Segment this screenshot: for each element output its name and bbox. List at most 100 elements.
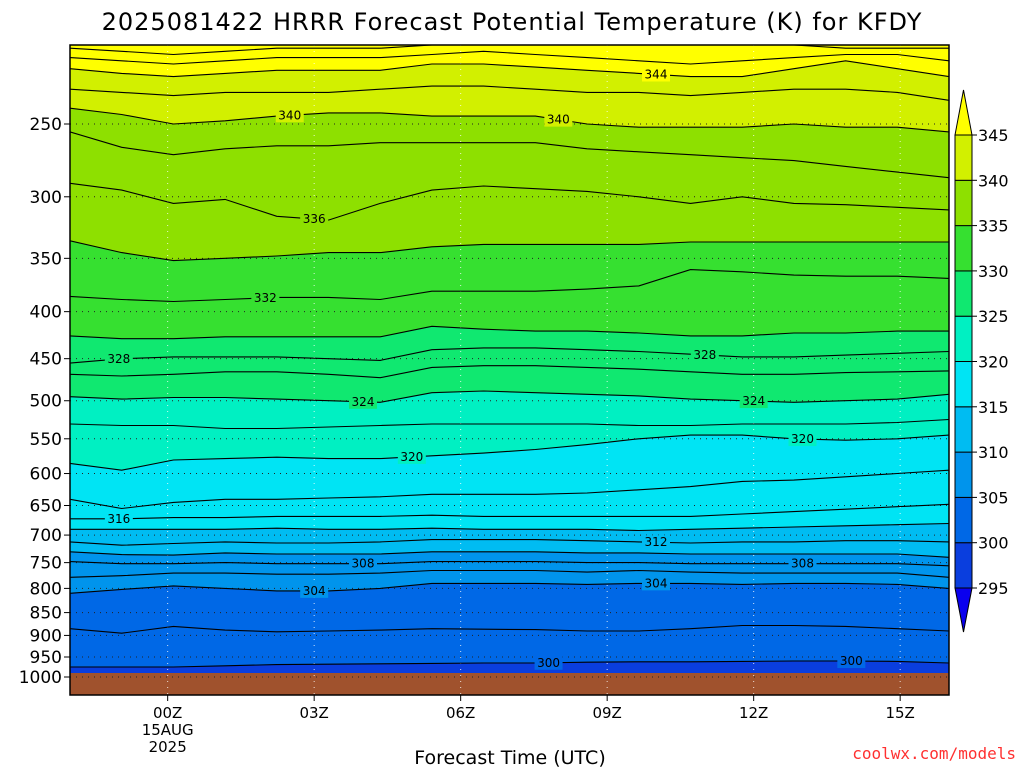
colorbar-label: 320	[978, 353, 1009, 372]
contour-322	[70, 418, 949, 430]
contour-346	[70, 50, 949, 65]
ground-fill	[70, 673, 949, 695]
y-tick-label: 1000	[19, 668, 62, 688]
x-axis-label: Forecast Time (UTC)	[414, 747, 605, 768]
colorbar-segment-310	[954, 406, 973, 453]
y-tick-label: 950	[30, 648, 62, 668]
colorbar-segment-305	[954, 451, 973, 498]
contour-label: 312	[645, 535, 668, 549]
contour-318	[70, 469, 949, 510]
contour-label-bg	[104, 511, 133, 526]
contour-label: 320	[400, 450, 423, 464]
colorbar-label: 345	[978, 126, 1009, 145]
contour-label-bg	[104, 351, 133, 366]
x-tick-label: 06Z	[446, 704, 475, 722]
y-tick-label: 700	[30, 526, 62, 546]
y-tick-label: 450	[30, 350, 62, 370]
colorbar-label: 300	[978, 534, 1009, 553]
contour-label-bg	[642, 535, 670, 550]
colorbar-label: 295	[978, 579, 1009, 598]
contour-label-bg	[300, 583, 329, 598]
contour-342	[70, 85, 949, 101]
colorbar-segment-320	[954, 315, 973, 363]
chart-title: 2025081422 HRRR Forecast Potential Tempe…	[102, 8, 923, 36]
y-tick-label: 800	[30, 579, 62, 599]
colorbar-segment-300	[954, 496, 973, 544]
contour-304	[70, 582, 949, 594]
contour-label: 320	[791, 432, 814, 446]
x-tick-label: 09Z	[592, 704, 621, 722]
contour-label-bg	[349, 394, 377, 409]
colorbar-segment-325	[954, 270, 973, 317]
colorbar-segment-335	[954, 179, 973, 227]
contour-312	[70, 539, 949, 546]
contour-label: 344	[645, 67, 668, 81]
contour-label-bg	[739, 394, 768, 409]
contour-302	[70, 624, 949, 634]
x-tick-label: 15Z	[885, 704, 914, 722]
temperature-fills	[70, 45, 949, 695]
colorbar-label: 335	[978, 217, 1009, 236]
y-tick-label: 250	[30, 115, 62, 135]
contour-338	[70, 131, 949, 179]
x-tick-label: 15AUG	[142, 721, 194, 739]
contour-label-bg	[837, 654, 866, 669]
contour-314	[70, 522, 949, 532]
y-tick-label: 900	[30, 626, 62, 646]
contour-316	[70, 503, 949, 520]
y-tick-label: 400	[30, 303, 62, 323]
colorbar-segment-295	[954, 542, 973, 589]
contour-label-bg	[397, 449, 426, 464]
contour-label-bg	[642, 576, 670, 591]
contour-326	[70, 365, 949, 379]
contour-324	[70, 390, 949, 403]
colorbar-arrow-top	[954, 89, 973, 136]
contour-label-bg	[690, 347, 719, 362]
y-tick-label: 500	[30, 392, 62, 412]
contour-label: 304	[645, 576, 668, 590]
plot-frame	[69, 44, 950, 696]
x-tick-label: 2025	[149, 738, 187, 756]
contour-label: 324	[742, 394, 765, 408]
y-tick-label: 600	[30, 465, 62, 485]
colorbar-label: 305	[978, 488, 1009, 507]
contour-label-bg	[251, 290, 280, 305]
colorbar-label: 310	[978, 443, 1009, 462]
contour-label: 308	[352, 557, 375, 571]
colorbar-segment-340	[954, 134, 973, 181]
contour-label: 316	[107, 512, 130, 526]
contour-label-bg	[534, 655, 563, 670]
contour-344	[70, 60, 949, 78]
y-axis: 2503003504004505005506006507007508008509…	[19, 115, 70, 688]
contour-300	[70, 660, 949, 668]
contour-label-bg	[642, 67, 670, 82]
contour-label-bg	[300, 212, 329, 227]
contour-lines	[70, 45, 949, 668]
contour-340	[70, 107, 949, 133]
contour-310	[70, 551, 949, 558]
colorbar-label: 315	[978, 398, 1009, 417]
colorbar-segment-315	[954, 361, 973, 408]
contour-328	[70, 347, 949, 364]
contour-label: 324	[352, 395, 375, 409]
contour-label-bg	[349, 556, 377, 571]
colorbar-segment-330	[954, 225, 973, 272]
contour-336	[70, 182, 949, 221]
contour-label-bg	[788, 556, 817, 571]
colorbar-label: 330	[978, 262, 1009, 281]
x-tick-label: 12Z	[739, 704, 768, 722]
x-tick-label: 03Z	[299, 704, 328, 722]
contour-label: 332	[254, 291, 277, 305]
colorbar-label: 340	[978, 171, 1009, 190]
contour-306	[70, 569, 949, 578]
credit-text: coolwx.com/models	[852, 744, 1016, 763]
y-tick-label: 750	[30, 554, 62, 574]
contour-label: 340	[547, 113, 570, 127]
ground-layer	[70, 673, 949, 695]
contour-labels: 300 300 304 304 308 308 312 316 320 320 324 324 328 3…	[104, 67, 866, 670]
contour-label-bg	[275, 108, 304, 123]
contour-label: 308	[791, 557, 814, 571]
contour-label: 300	[840, 654, 863, 668]
